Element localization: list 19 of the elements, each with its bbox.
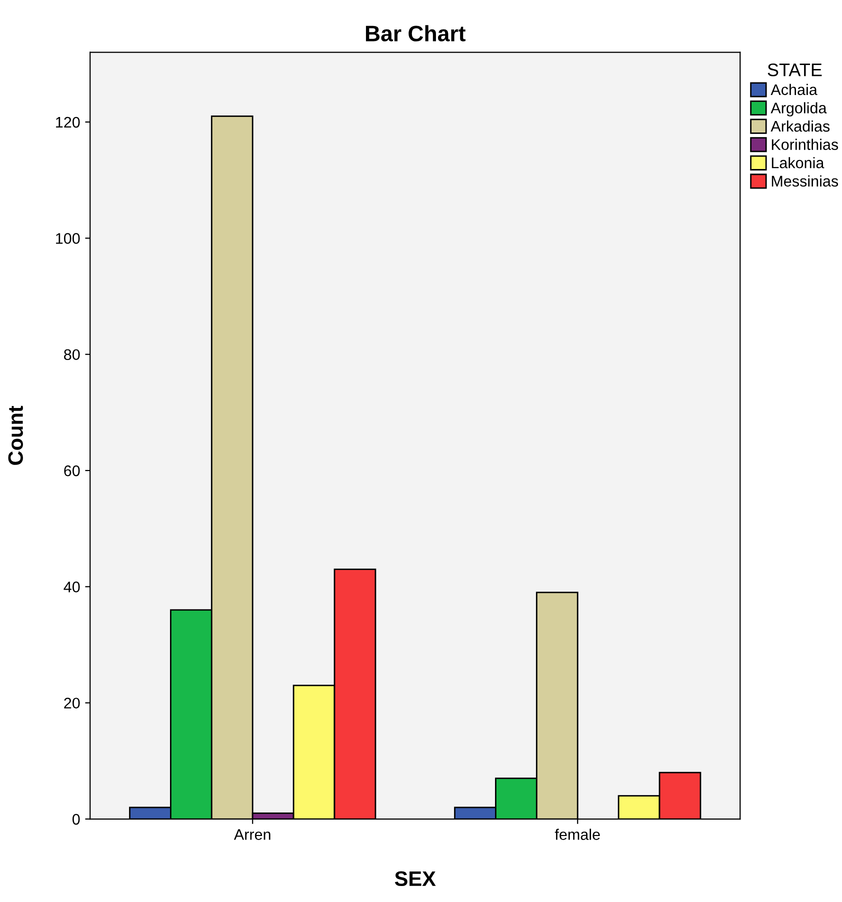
legend-title: STATE — [768, 63, 822, 76]
x-tick-label: Arren — [234, 829, 270, 840]
x-tick-label: female — [554, 828, 600, 840]
y-tick-label: 40 — [64, 582, 80, 592]
x-axis-title: SEX — [394, 871, 436, 886]
y-tick-label: 120 — [56, 116, 80, 128]
y-tick-label: 60 — [64, 465, 80, 476]
legend-label: Korinthias — [772, 138, 838, 150]
legend-label: Messinias — [772, 175, 838, 187]
y-axis-title: Count — [8, 406, 23, 465]
y-tick-label: 20 — [64, 698, 80, 709]
chart-title: Bar Chart — [366, 25, 466, 42]
legend-label: Lakonia — [772, 157, 824, 168]
legend-label: Achaia — [770, 84, 818, 96]
y-tick-label: 0 — [72, 814, 80, 825]
legend-label: Arkadias — [770, 120, 830, 132]
legend-label: Argolida — [770, 102, 827, 116]
y-tick-label: 100 — [56, 233, 80, 244]
y-tick-label: 80 — [64, 349, 80, 360]
